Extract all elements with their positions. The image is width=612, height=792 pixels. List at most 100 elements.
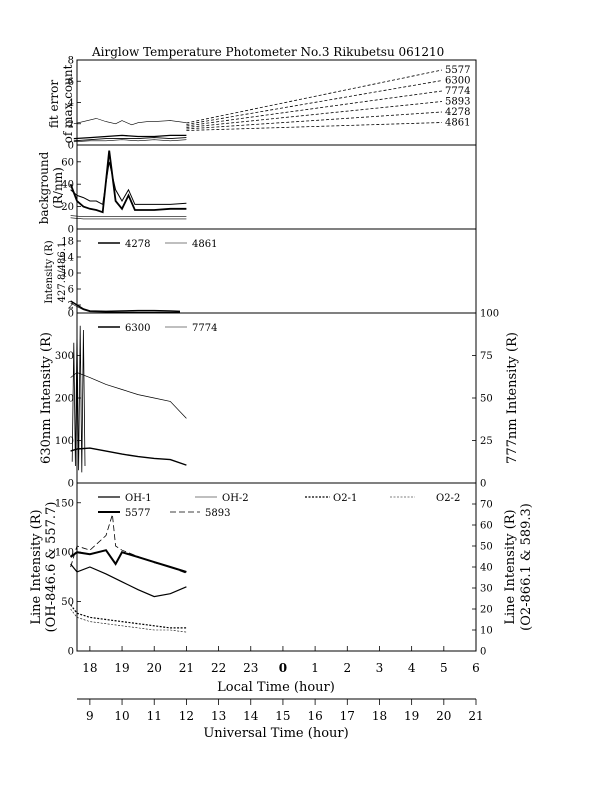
panel-fit-error: [76, 59, 477, 146]
ytick-label-fit-error-1: 2: [68, 119, 74, 130]
ytick-label-line-intensity-3: 150: [55, 498, 74, 509]
ytick-label-background-0: 0: [68, 225, 74, 236]
ytick-label-background-2: 40: [61, 180, 74, 191]
ytick-right-label-line-intensity-0: 0: [480, 647, 486, 658]
leader-line-7774: [186, 90, 443, 127]
series-line-intensity-3: [70, 604, 187, 629]
ytick-label-intensity-427-486-1: 2: [68, 301, 74, 312]
ytick-right-label-line-intensity-7: 70: [480, 500, 493, 511]
series-background-1: [70, 161, 187, 206]
legend-6300-label: 6300: [125, 323, 150, 334]
ut-tick-label-8: 17: [340, 709, 355, 723]
lt-tick-label-0: 18: [82, 661, 97, 675]
lt-tick-label-2: 20: [147, 661, 162, 675]
fit-error-ylabel-2: of max count: [61, 64, 75, 143]
ytick-label-line-intensity-1: 50: [61, 597, 74, 608]
background-ylabel-2: (R/nm): [51, 167, 65, 209]
ytick-label-line-intensity-2: 100: [55, 548, 74, 559]
fit-error-ylabel-1: fit error: [47, 80, 61, 128]
intensity-427-ylabel-2: 427.8/486.1: [57, 242, 68, 303]
ut-xlabel: Universal Time (hour): [203, 726, 348, 741]
leader-line-4278: [186, 111, 443, 130]
ytick-right-label-line-intensity-5: 50: [480, 542, 493, 553]
ut-tick-label-4: 13: [211, 709, 226, 723]
chart-title: Airglow Temperature Photometer No.3 Riku…: [91, 45, 444, 59]
ytick-right-label-intensity-630-777-0: 0: [480, 479, 486, 490]
series-fit-error-1: [73, 134, 187, 140]
leader-line-5577: [186, 69, 443, 124]
legend-5893-label: 5893: [205, 508, 230, 519]
series-fit-error-3: [73, 139, 187, 143]
ytick-right-label-intensity-630-777-4: 100: [480, 309, 499, 320]
leader-label-5577: 5577: [445, 65, 470, 76]
ytick-label-intensity-630-777-2: 200: [55, 394, 74, 405]
ytick-label-fit-error-3: 6: [68, 77, 74, 88]
leader-label-7774: 7774: [445, 86, 470, 97]
series-line-intensity-0: [70, 563, 187, 598]
ticks-layer: 0246802040600261014180100200300025507510…: [55, 56, 499, 724]
series-line-intensity-1: [69, 549, 187, 573]
series-background-2: [70, 215, 187, 217]
series-intensity-427-486-1: [70, 302, 180, 313]
ytick-right-label-intensity-630-777-3: 75: [480, 351, 493, 362]
leader-label-5893: 5893: [445, 97, 470, 108]
line-intensity-right-ylabel-2: (O2-866.1 & 589.3): [519, 503, 534, 631]
series-intensity-630-777-2: [71, 325, 86, 473]
ytick-label-fit-error-0: 0: [68, 141, 74, 152]
ytick-right-label-intensity-630-777-1: 25: [480, 436, 493, 447]
lt-xlabel: Local Time (hour): [217, 680, 335, 695]
legend-5577-label: 5577: [125, 508, 150, 519]
series-intensity-630-777-0: [70, 447, 187, 466]
series-intensity-630-777-1: [70, 372, 187, 419]
ut-tick-label-6: 15: [275, 709, 290, 723]
legend-oh2-label: OH-2: [222, 493, 249, 504]
intensity-427-ylabel-1: Intensity (R): [44, 240, 55, 303]
lt-tick-label-7: 1: [311, 661, 319, 675]
series-line-intensity-4: [70, 608, 187, 633]
ytick-label-line-intensity-0: 0: [68, 647, 74, 658]
ytick-label-intensity-427-486-2: 6: [68, 285, 74, 296]
ytick-label-fit-error-4: 8: [68, 56, 74, 67]
leader-line-6300: [186, 80, 443, 125]
ytick-right-label-line-intensity-6: 60: [480, 521, 493, 532]
ytick-right-label-intensity-630-777-2: 50: [480, 394, 493, 405]
series-fit-error-2: [73, 137, 187, 142]
lt-tick-label-1: 19: [114, 661, 129, 675]
ytick-label-fit-error-2: 4: [68, 98, 74, 109]
leader-line-4861: [186, 122, 443, 131]
lt-tick-label-5: 23: [243, 661, 258, 675]
ytick-label-intensity-630-777-0: 0: [68, 479, 74, 490]
lt-tick-label-8: 2: [343, 661, 351, 675]
legend-oh1-label: OH-1: [125, 493, 152, 504]
ut-tick-label-3: 12: [179, 709, 194, 723]
panel-intensity-630-777: [76, 312, 477, 484]
lt-tick-label-12: 6: [472, 661, 480, 675]
intensity-777-ylabel: 777nm Intensity (R): [505, 332, 520, 464]
series-background-3: [70, 217, 187, 220]
ytick-right-label-line-intensity-4: 40: [480, 563, 493, 574]
legend-4278-label: 4278: [125, 239, 150, 250]
ut-tick-label-12: 21: [468, 709, 483, 723]
line-intensity-ylabel-1: Line Intensity (R): [29, 509, 44, 624]
lt-tick-label-4: 22: [211, 661, 226, 675]
series-background-0: [69, 150, 187, 214]
intensity-630-ylabel: 630nm Intensity (R): [39, 332, 54, 464]
lt-tick-label-6: 0: [279, 661, 287, 675]
series-line-intensity-2: [70, 514, 187, 574]
line-intensity-right-ylabel-1: Line Intensity (R): [503, 509, 518, 624]
legend-o22-label: O2-2: [436, 493, 460, 504]
ytick-label-intensity-427-486-0: 0: [68, 309, 74, 320]
leader-line-5893: [186, 101, 443, 128]
ytick-right-label-line-intensity-2: 20: [480, 605, 493, 616]
ytick-label-intensity-630-777-1: 100: [55, 436, 74, 447]
ut-tick-label-1: 10: [114, 709, 129, 723]
ut-tick-label-11: 20: [436, 709, 451, 723]
ut-tick-label-0: 9: [86, 709, 94, 723]
ytick-label-background-1: 20: [61, 202, 74, 213]
background-ylabel-1: background: [37, 151, 51, 224]
legend-o21-label: O2-1: [333, 493, 357, 504]
ytick-right-label-line-intensity-1: 10: [480, 626, 493, 637]
ytick-label-intensity-630-777-3: 300: [55, 351, 74, 362]
line-intensity-ylabel-2: (OH-846.6 & 557.7): [44, 502, 59, 633]
